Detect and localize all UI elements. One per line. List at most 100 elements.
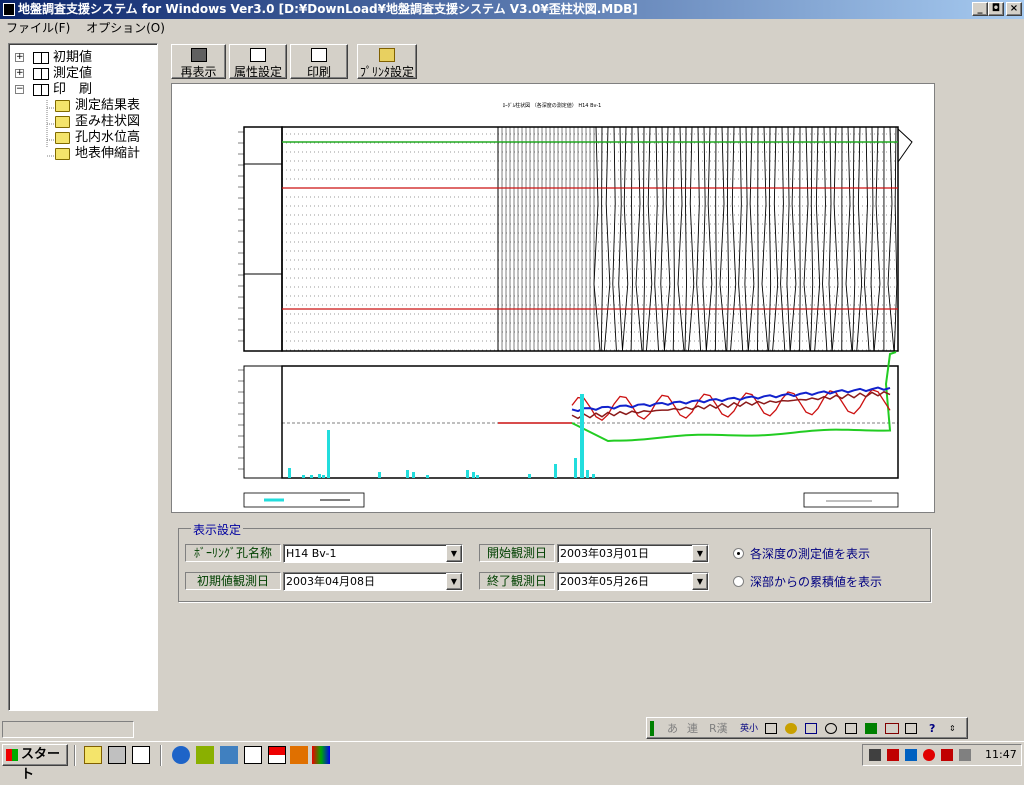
close-button[interactable]: × [1006, 2, 1022, 16]
strain-trace [832, 127, 838, 351]
bar [426, 475, 429, 478]
radio-each-depth-label: 各深度の測定値を表示 [750, 547, 870, 561]
brush-icon[interactable] [785, 723, 797, 734]
window-icon[interactable] [905, 723, 917, 734]
printer-icon[interactable] [108, 746, 126, 764]
start-date-select[interactable]: 2003年03月01日 ▼ [557, 544, 709, 563]
chevron-down-icon[interactable]: ▼ [692, 545, 708, 562]
bar [302, 475, 305, 478]
strain-trace [739, 127, 743, 351]
strain-trace [800, 127, 801, 351]
chevron-down-icon[interactable]: ▼ [446, 545, 462, 562]
bar [574, 458, 577, 478]
strain-trace [720, 127, 726, 351]
redisplay-label: 再表示 [180, 65, 216, 79]
monitor-icon [191, 48, 207, 62]
strain-trace [748, 127, 754, 351]
chart-icon[interactable] [132, 746, 150, 764]
strain-trace [678, 127, 684, 351]
app-icon[interactable] [196, 746, 214, 764]
ime-eisho[interactable]: 英小 [740, 718, 758, 740]
ime-toolbar: あ 連 R漢 英小 ? ⇕ [646, 717, 968, 739]
boring-name-select[interactable]: H14 Bv-1 ▼ [283, 544, 463, 563]
table-icon[interactable] [845, 723, 857, 734]
radio-cumulative-label: 深部からの累積値を表示 [750, 575, 882, 589]
restore-button[interactable]: ◘ [988, 2, 1004, 16]
chevron-down-icon[interactable]: ▼ [446, 573, 462, 590]
ime-kanji[interactable]: R漢 [709, 718, 728, 740]
strain-trace [727, 127, 729, 351]
clock[interactable]: 11:47 [985, 745, 1017, 765]
strain-trace [871, 127, 874, 351]
strain-trace [745, 127, 748, 351]
bar [412, 472, 415, 478]
tray-app-icon[interactable] [959, 749, 971, 761]
initial-date-select[interactable]: 2003年04月08日 ▼ [283, 572, 463, 591]
bar [322, 475, 325, 478]
menu-file[interactable]: ファイル(F) [0, 19, 76, 38]
plot-title: ﾛｰﾀﾞﾑ柱状図 （各深度の測定値） H14 Bv-1 [503, 102, 602, 109]
redisplay-button[interactable]: 再表示 [171, 44, 226, 79]
initial-date-value: 2003年04月08日 [286, 573, 375, 590]
end-date-select[interactable]: 2003年05月26日 ▼ [557, 572, 709, 591]
strain-trace [787, 127, 790, 351]
tray-app-icon[interactable] [887, 749, 899, 761]
tree-lines [9, 44, 69, 174]
paint-icon[interactable] [312, 746, 330, 764]
radio-each-depth[interactable]: 各深度の測定値を表示 [733, 547, 870, 561]
strain-trace [852, 127, 854, 351]
ime-renso[interactable]: 連 [687, 718, 698, 740]
flag-icon[interactable] [268, 746, 286, 764]
tray-app-icon[interactable] [923, 749, 935, 761]
strain-trace [688, 127, 693, 351]
circle-icon[interactable] [825, 723, 837, 734]
end-date-value: 2003年05月26日 [560, 573, 649, 590]
windows-logo-icon [6, 749, 18, 761]
network-icon[interactable] [220, 746, 238, 764]
bookmark-icon[interactable] [865, 723, 877, 734]
ime-hiragana[interactable]: あ [667, 718, 678, 740]
folder-icon[interactable] [84, 746, 102, 764]
strain-trace [706, 127, 712, 351]
printer-setup-button[interactable]: ﾌﾟﾘﾝﾀ設定 [357, 44, 417, 79]
strain-trace [673, 127, 674, 351]
tray-app-icon[interactable] [941, 749, 953, 761]
tool-icon[interactable] [290, 746, 308, 764]
pad-icon[interactable] [765, 723, 777, 734]
tree-label: 歪み柱状図 [75, 114, 140, 130]
strain-trace [613, 127, 617, 351]
strain-trace [888, 127, 894, 351]
bar [528, 474, 531, 478]
print-button[interactable]: 印刷 [290, 44, 348, 79]
strain-trace [829, 127, 832, 351]
minimize-button[interactable]: _ [972, 2, 988, 16]
bar [327, 430, 330, 478]
strain-trace [703, 127, 706, 351]
attributes-button[interactable]: 属性設定 [229, 44, 287, 79]
document-icon [250, 48, 266, 62]
start-button[interactable]: スタート [2, 744, 68, 766]
chevron-down-icon[interactable]: ▼ [692, 573, 708, 590]
explorer-icon[interactable] [244, 746, 262, 764]
app-icon [3, 3, 15, 16]
scroll-icon[interactable]: ⇕ [949, 718, 956, 740]
strain-trace [823, 127, 827, 351]
browser-icon[interactable] [172, 746, 190, 764]
book-open-icon[interactable] [885, 723, 899, 734]
tray-app-icon[interactable] [905, 749, 917, 761]
strain-trace [762, 127, 768, 351]
bar [586, 470, 589, 478]
initial-date-label: 初期値観測日 [185, 572, 281, 590]
bar [406, 470, 409, 478]
print-label: 印刷 [307, 65, 331, 79]
radio-cumulative[interactable]: 深部からの累積値を表示 [733, 575, 882, 589]
speaker-icon[interactable] [869, 749, 881, 761]
taskbar: スタート 11:47 [0, 741, 1024, 768]
bar [554, 464, 557, 478]
strain-trace [715, 127, 716, 351]
help-icon[interactable]: ? [929, 718, 935, 740]
pen-icon[interactable] [805, 723, 817, 734]
strain-trace [601, 127, 602, 351]
strain-trace [874, 127, 880, 351]
menu-options[interactable]: オプション(O) [80, 19, 171, 38]
